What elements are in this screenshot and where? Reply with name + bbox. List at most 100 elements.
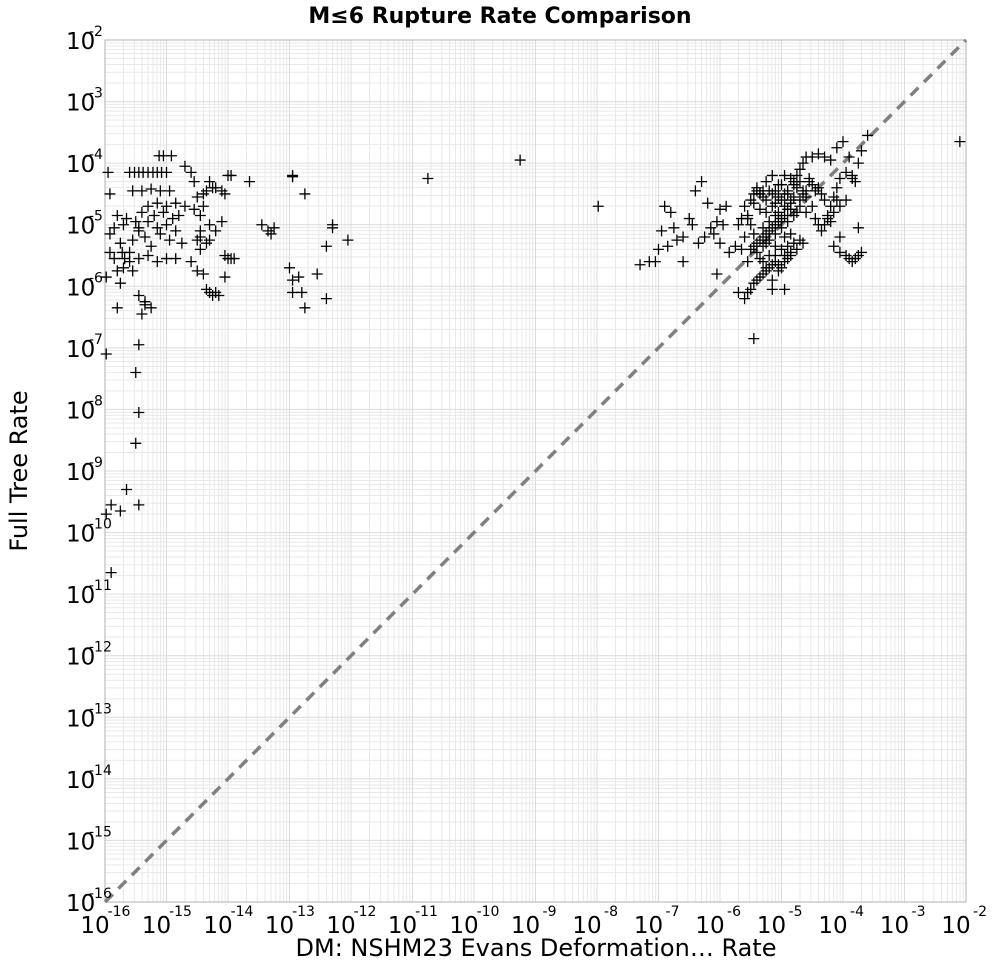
data-point <box>855 246 867 258</box>
x-tick-label: 10-4 <box>818 904 864 939</box>
data-point <box>188 203 200 215</box>
data-point <box>296 286 308 298</box>
data-point <box>121 213 133 225</box>
data-point <box>200 185 212 197</box>
data-point <box>173 209 185 221</box>
data-point <box>815 188 827 200</box>
data-point <box>185 166 197 178</box>
data-point <box>111 265 123 277</box>
data-point <box>800 185 812 197</box>
data-point <box>176 237 188 249</box>
data-point <box>200 237 212 249</box>
data-point <box>136 185 148 197</box>
data-point <box>204 234 216 246</box>
data-point <box>705 222 717 234</box>
x-tick-label: 10-7 <box>634 904 680 939</box>
data-point <box>837 136 849 148</box>
data-point <box>822 213 834 225</box>
data-point <box>151 197 163 209</box>
data-point <box>739 231 751 243</box>
data-point <box>751 182 763 194</box>
data-point <box>592 200 604 212</box>
data-point <box>769 185 781 197</box>
data-point <box>219 271 231 283</box>
data-point <box>840 250 852 261</box>
data-point <box>723 246 735 258</box>
y-tick-label: 10-11 <box>66 578 112 609</box>
data-point <box>754 253 766 265</box>
data-point <box>244 176 256 188</box>
data-point <box>760 265 772 277</box>
data-point <box>769 240 781 252</box>
data-point <box>139 296 151 308</box>
data-point <box>776 262 787 274</box>
data-point <box>293 271 305 283</box>
data-point <box>161 166 172 178</box>
data-point <box>769 256 781 268</box>
data-point <box>806 200 818 212</box>
plot-frame <box>104 39 967 903</box>
data-point <box>210 225 222 237</box>
data-point <box>677 256 689 268</box>
y-tick-label: 10-13 <box>66 701 112 732</box>
data-point <box>729 240 741 252</box>
data-point <box>287 286 299 298</box>
data-point <box>136 308 148 320</box>
x-tick-label: 10-3 <box>880 904 926 939</box>
data-point <box>785 203 797 215</box>
data-point <box>720 200 732 212</box>
y-axis-tick-labels: 10-16 10-15 10-14 10-13 10-12 10-11 10-10 10-9 1… <box>66 24 112 917</box>
data-point <box>100 271 112 283</box>
chart-title: M≤6 Rupture Rate Comparison <box>308 4 691 29</box>
data-point <box>776 243 787 255</box>
data-point <box>794 234 806 246</box>
data-point <box>659 200 671 212</box>
data-point <box>170 225 182 237</box>
data-point <box>686 219 698 231</box>
y-tick-label: 10-10 <box>66 517 112 548</box>
data-points <box>100 129 966 579</box>
data-point <box>145 302 157 314</box>
data-point <box>757 256 769 268</box>
data-point <box>699 231 711 243</box>
data-point <box>702 197 714 209</box>
x-tick-label: 10-2 <box>941 904 987 939</box>
data-point <box>268 222 280 234</box>
data-point <box>164 234 176 246</box>
data-point <box>751 274 763 286</box>
x-tick-label: 10-12 <box>326 904 376 939</box>
data-point <box>751 246 763 258</box>
data-point <box>127 234 139 246</box>
data-point <box>849 176 861 188</box>
data-point <box>299 302 311 314</box>
data-point <box>862 129 874 141</box>
data-point <box>846 173 858 185</box>
data-point <box>136 206 148 218</box>
data-point <box>732 286 744 298</box>
data-point <box>766 200 778 212</box>
data-point <box>179 200 191 212</box>
data-point <box>714 203 726 215</box>
data-point <box>806 151 818 163</box>
data-point <box>815 225 827 237</box>
data-point <box>197 200 209 212</box>
data-point <box>256 219 268 231</box>
data-point <box>191 265 203 277</box>
data-point <box>191 234 203 246</box>
x-axis-label: DM: NSHM23 Evans Deformation… Rate <box>296 934 777 962</box>
data-point <box>809 213 821 225</box>
data-point <box>422 173 434 185</box>
data-point <box>757 240 769 252</box>
data-point <box>754 203 766 215</box>
data-point <box>849 253 861 265</box>
data-point <box>145 183 157 195</box>
y-tick-label: 10-9 <box>66 455 103 486</box>
data-point <box>104 188 116 200</box>
data-point <box>133 222 145 234</box>
data-point <box>117 262 129 274</box>
data-point <box>791 169 803 181</box>
data-point <box>788 179 800 191</box>
data-point <box>736 243 748 255</box>
data-point <box>656 225 668 237</box>
